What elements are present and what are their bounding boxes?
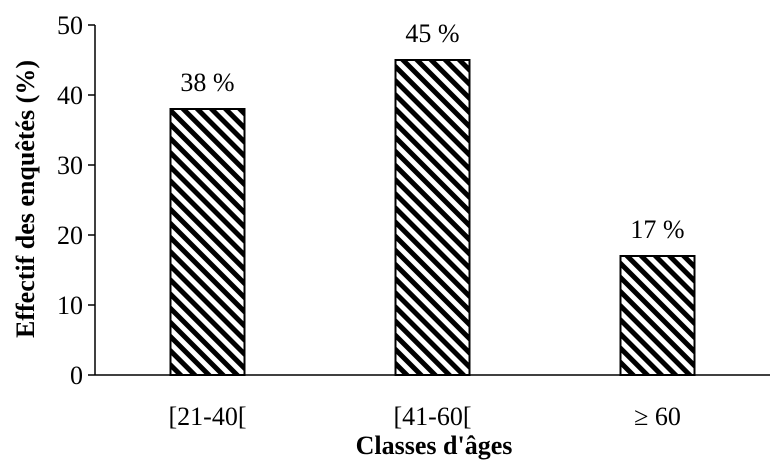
data-label: 45 % [405, 19, 459, 48]
y-tick-label: 20 [57, 221, 83, 250]
x-axis-title: Classes d'âges [356, 431, 513, 460]
y-tick-label: 0 [70, 361, 83, 390]
y-tick-label: 40 [57, 81, 83, 110]
x-tick-label: ≥ 60 [634, 402, 681, 431]
data-labels-group: 38 % 45 % 17 % [180, 19, 684, 244]
y-tick-label: 50 [57, 11, 83, 40]
y-tick-label: 10 [57, 291, 83, 320]
bar [169, 108, 246, 376]
y-tick-label: 30 [57, 151, 83, 180]
y-axis-title: Effectif des enquêtés (%) [11, 60, 40, 338]
bar [619, 255, 696, 376]
x-tick-label: [21-40[ [169, 402, 247, 431]
bar [394, 59, 471, 376]
data-label: 17 % [630, 215, 684, 244]
bars-group [169, 59, 696, 376]
data-label: 38 % [180, 68, 234, 97]
y-axis: 0 10 20 30 40 50 [57, 11, 96, 390]
x-tick-label: [41-60[ [394, 402, 472, 431]
x-axis: [21-40[ [41-60[ ≥ 60 [95, 374, 770, 431]
